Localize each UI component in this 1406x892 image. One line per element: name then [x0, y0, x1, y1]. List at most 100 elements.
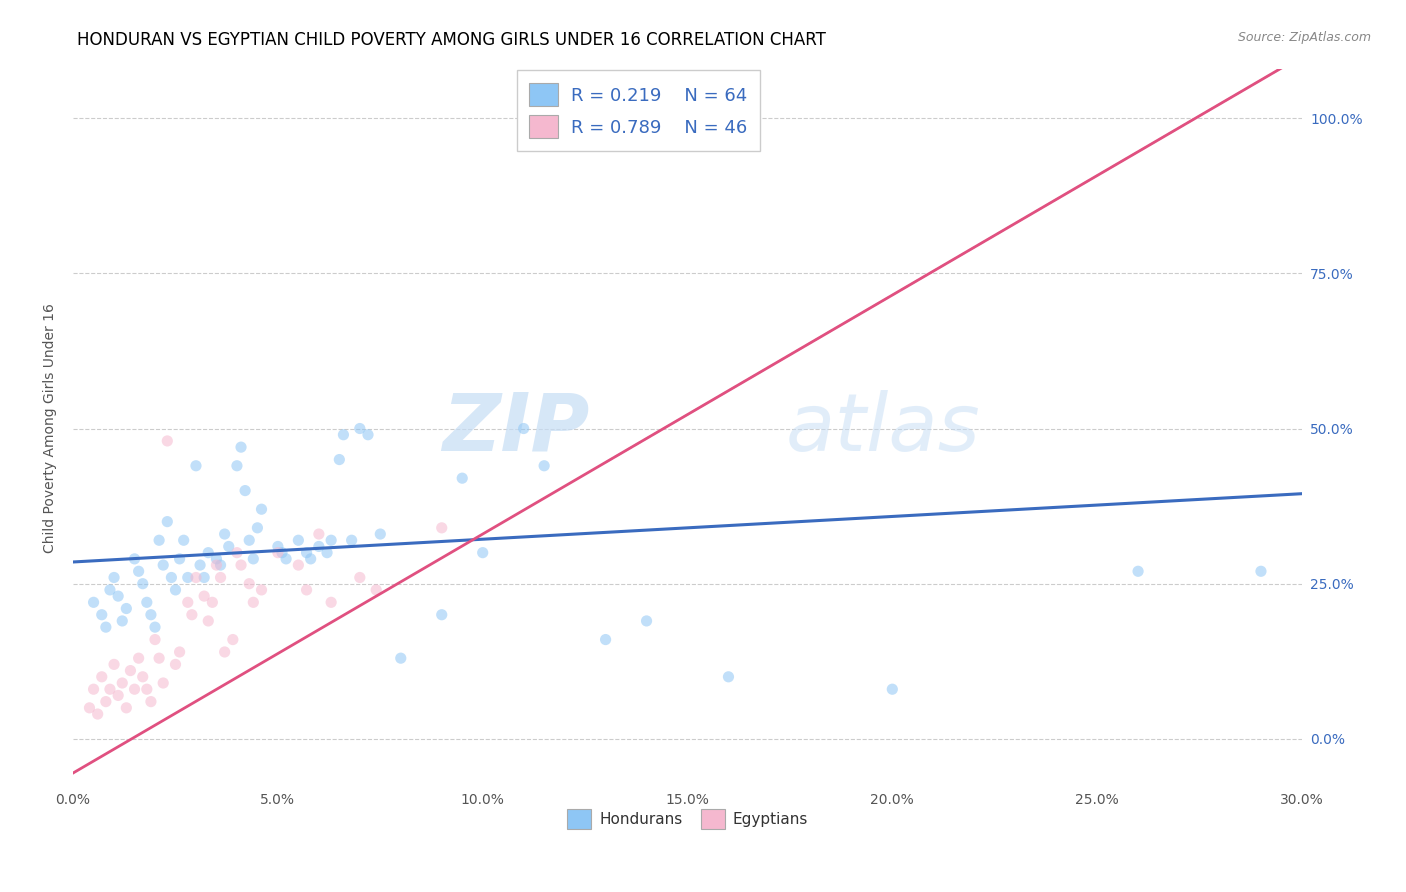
Point	[229, 558, 252, 572]
Point	[205, 552, 228, 566]
Point	[328, 452, 350, 467]
Point	[135, 595, 157, 609]
Point	[321, 533, 343, 548]
Point	[1126, 564, 1149, 578]
Point	[250, 582, 273, 597]
Point	[148, 651, 170, 665]
Point	[184, 458, 207, 473]
Point	[115, 601, 138, 615]
Point	[177, 570, 200, 584]
Point	[193, 589, 215, 603]
Point	[148, 533, 170, 548]
Legend: Hondurans, Egyptians: Hondurans, Egyptians	[561, 803, 814, 835]
Point	[295, 582, 318, 597]
Point	[152, 676, 174, 690]
Point	[128, 651, 150, 665]
Point	[295, 546, 318, 560]
Point	[111, 614, 134, 628]
Point	[242, 595, 264, 609]
Point	[107, 589, 129, 603]
Point	[308, 527, 330, 541]
Point	[882, 682, 904, 697]
Point	[86, 706, 108, 721]
Point	[209, 570, 232, 584]
Point	[143, 632, 166, 647]
Text: Source: ZipAtlas.com: Source: ZipAtlas.com	[1237, 31, 1371, 45]
Point	[90, 670, 112, 684]
Point	[197, 614, 219, 628]
Point	[169, 552, 191, 566]
Point	[184, 570, 207, 584]
Text: atlas: atlas	[786, 390, 980, 467]
Point	[201, 595, 224, 609]
Point	[214, 645, 236, 659]
Point	[430, 521, 453, 535]
Point	[533, 458, 555, 473]
Point	[205, 558, 228, 572]
Point	[160, 570, 183, 584]
Point	[229, 440, 252, 454]
Point	[103, 657, 125, 672]
Point	[349, 570, 371, 584]
Text: ZIP: ZIP	[441, 390, 589, 467]
Point	[267, 546, 290, 560]
Point	[169, 645, 191, 659]
Point	[226, 546, 249, 560]
Point	[98, 682, 121, 697]
Point	[226, 458, 249, 473]
Point	[107, 689, 129, 703]
Point	[242, 552, 264, 566]
Point	[139, 607, 162, 622]
Point	[366, 582, 388, 597]
Point	[246, 521, 269, 535]
Point	[332, 427, 354, 442]
Point	[717, 670, 740, 684]
Point	[143, 620, 166, 634]
Point	[94, 695, 117, 709]
Point	[156, 434, 179, 448]
Point	[340, 533, 363, 548]
Point	[274, 552, 297, 566]
Point	[115, 701, 138, 715]
Point	[177, 595, 200, 609]
Point	[636, 614, 658, 628]
Point	[389, 651, 412, 665]
Point	[595, 632, 617, 647]
Point	[349, 421, 371, 435]
Point	[120, 664, 142, 678]
Point	[124, 682, 146, 697]
Point	[180, 607, 202, 622]
Point	[152, 558, 174, 572]
Point	[124, 552, 146, 566]
Point	[267, 540, 290, 554]
Point	[165, 657, 187, 672]
Point	[238, 533, 260, 548]
Point	[368, 527, 391, 541]
Point	[209, 558, 232, 572]
Point	[139, 695, 162, 709]
Point	[132, 576, 155, 591]
Point	[512, 421, 534, 435]
Point	[188, 558, 211, 572]
Point	[103, 570, 125, 584]
Point	[271, 546, 294, 560]
Y-axis label: Child Poverty Among Girls Under 16: Child Poverty Among Girls Under 16	[44, 303, 58, 553]
Point	[173, 533, 195, 548]
Point	[193, 570, 215, 584]
Point	[135, 682, 157, 697]
Point	[214, 527, 236, 541]
Point	[98, 582, 121, 597]
Point	[83, 595, 105, 609]
Point	[165, 582, 187, 597]
Point	[287, 533, 309, 548]
Point	[287, 558, 309, 572]
Point	[90, 607, 112, 622]
Point	[451, 471, 474, 485]
Point	[111, 676, 134, 690]
Point	[308, 540, 330, 554]
Point	[238, 576, 260, 591]
Point	[321, 595, 343, 609]
Text: HONDURAN VS EGYPTIAN CHILD POVERTY AMONG GIRLS UNDER 16 CORRELATION CHART: HONDURAN VS EGYPTIAN CHILD POVERTY AMONG…	[77, 31, 827, 49]
Point	[316, 546, 339, 560]
Point	[79, 701, 101, 715]
